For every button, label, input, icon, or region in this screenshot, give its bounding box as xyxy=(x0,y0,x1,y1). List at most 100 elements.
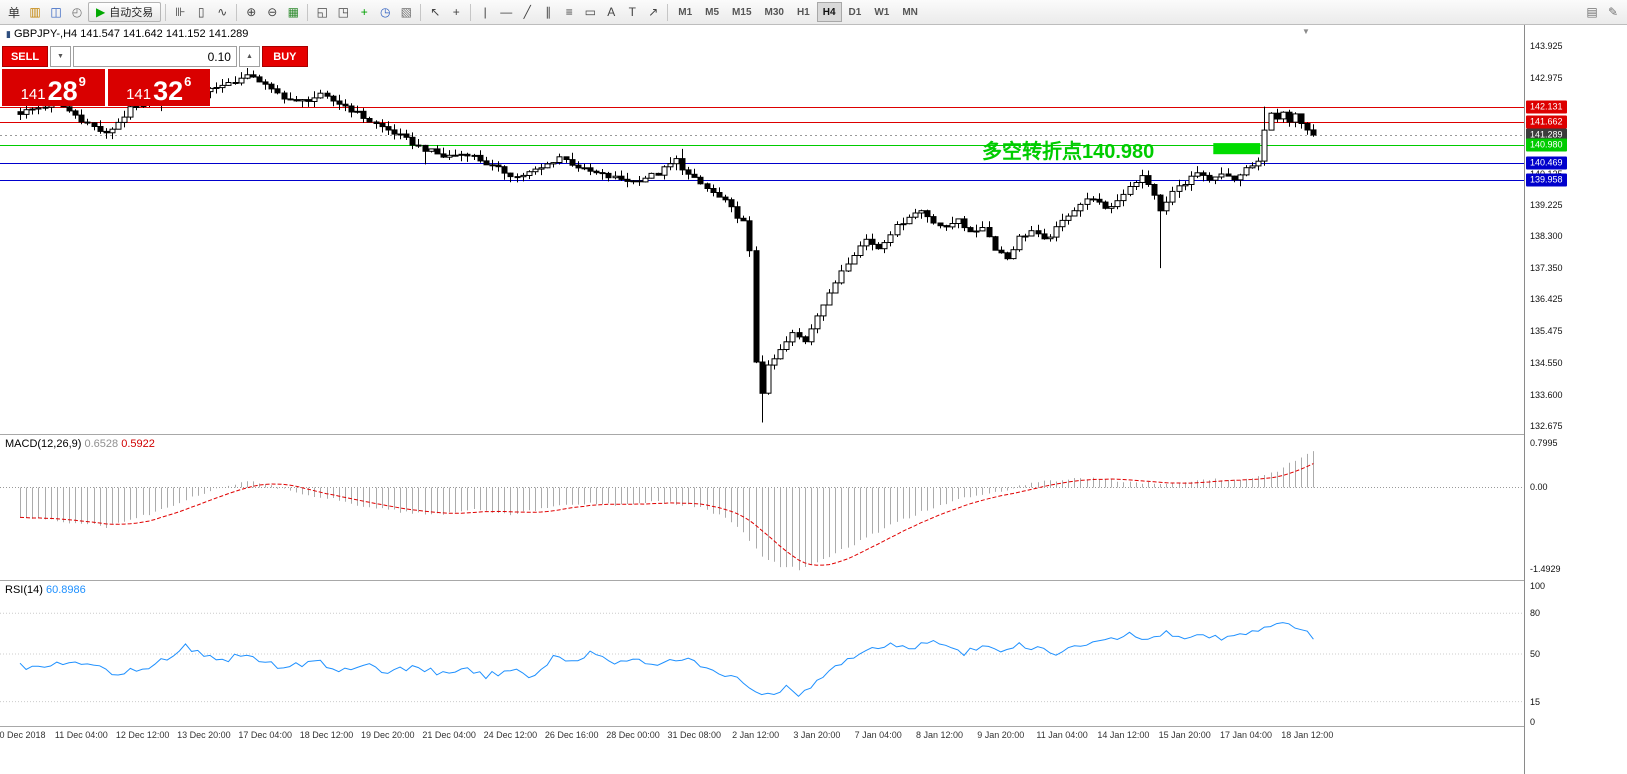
indicators-button[interactable]: + xyxy=(354,2,374,22)
price-chart[interactable] xyxy=(0,25,1524,434)
periods-button[interactable]: ◷ xyxy=(375,2,395,22)
bid-price-button[interactable]: 141 28 9 xyxy=(2,69,105,106)
timeframe-m15-button[interactable]: M15 xyxy=(726,2,757,22)
fibonacci-button[interactable]: ≡ xyxy=(559,2,579,22)
candle-body xyxy=(630,180,637,183)
candle-body xyxy=(1169,190,1176,203)
timeframe-h1-button[interactable]: H1 xyxy=(791,2,816,22)
candle-body xyxy=(820,304,827,317)
time-axis-label: 26 Dec 16:00 xyxy=(544,730,599,740)
candle-body xyxy=(446,154,453,158)
label-button[interactable]: T xyxy=(622,2,642,22)
candle-body xyxy=(354,110,361,113)
ask-price-button[interactable]: 141 32 6 xyxy=(107,69,210,106)
timeframe-h4-button[interactable]: H4 xyxy=(816,2,842,22)
trendline-button[interactable]: ╱ xyxy=(517,2,537,22)
toolbar-separator xyxy=(307,3,309,21)
macd-indicator-pane[interactable] xyxy=(0,435,1524,580)
grid-icon: ▦ xyxy=(287,5,299,19)
candle-body xyxy=(1096,198,1103,203)
toolbar-separator xyxy=(420,3,422,21)
refresh-button[interactable]: ◴ xyxy=(67,2,87,22)
candle-body xyxy=(679,158,686,171)
macd-main-value: 0.6528 xyxy=(84,438,119,450)
chart-text-annotation[interactable]: 多空转折点140.980 xyxy=(982,141,1155,163)
zoom-out-icon: ⊖ xyxy=(267,5,278,19)
crosshair-icon: + xyxy=(452,5,460,19)
highlight-zone[interactable] xyxy=(1213,143,1261,155)
chart-shift-marker-icon[interactable]: ▼ xyxy=(1302,27,1310,36)
sell-button[interactable]: SELL xyxy=(2,46,48,67)
candlestick-chart-icon: ▯ xyxy=(197,5,205,19)
candlestick-chart-button[interactable]: ▯ xyxy=(191,2,211,22)
candle-body xyxy=(912,212,919,218)
candle-body xyxy=(685,169,692,175)
lot-dropdown-button[interactable]: ▼ xyxy=(50,46,71,67)
timeframe-m5-button[interactable]: M5 xyxy=(699,2,725,22)
zoom-out-button[interactable]: ⊖ xyxy=(262,2,282,22)
candle-body xyxy=(1310,129,1317,136)
cascade-windows-button[interactable]: ◳ xyxy=(333,2,353,22)
toolbar-separator xyxy=(236,3,238,21)
candle-body xyxy=(863,238,870,247)
shapes-button[interactable]: ▭ xyxy=(580,2,600,22)
candle-body xyxy=(1286,111,1293,123)
candle-body xyxy=(1065,215,1072,221)
crosshair-button[interactable]: + xyxy=(446,2,466,22)
edit-button[interactable]: ✎ xyxy=(1603,2,1623,22)
docs-button[interactable]: ▤ xyxy=(1582,2,1602,22)
chevron-down-icon: ▼ xyxy=(57,53,64,60)
rsi-scale-label: 50 xyxy=(1530,649,1541,659)
candle-body xyxy=(1041,233,1048,240)
macd-scale-label: 0.00 xyxy=(1530,482,1548,492)
vertical-line-button[interactable]: | xyxy=(475,2,495,22)
candle-body xyxy=(624,178,631,182)
price-level-label: 141.289 xyxy=(1526,128,1567,142)
candle-body xyxy=(324,92,331,97)
auto-trading-button[interactable]: ▶ 自动交易 xyxy=(88,2,162,22)
candle-body xyxy=(526,171,533,176)
candle-body xyxy=(440,153,447,158)
horizontal-line-button[interactable]: — xyxy=(496,2,516,22)
candle-body xyxy=(937,222,944,227)
new-order-button[interactable]: 单 xyxy=(4,2,24,22)
chart-window-button[interactable]: ▥ xyxy=(25,2,45,22)
price-scale[interactable]: 143.925142.975140.125139.225138.300137.3… xyxy=(1524,25,1627,774)
arrow-tools-button[interactable]: ↗ xyxy=(643,2,663,22)
pane-divider[interactable] xyxy=(0,580,1627,581)
candle-body xyxy=(274,88,281,94)
time-axis-label: 9 Jan 20:00 xyxy=(977,730,1025,740)
auto-trading-icon: ▶ xyxy=(96,5,106,19)
templates-button[interactable]: ▧ xyxy=(396,2,416,22)
pane-divider[interactable] xyxy=(0,434,1627,435)
bar-chart-button[interactable]: ⊪ xyxy=(170,2,190,22)
cursor-button[interactable]: ↖ xyxy=(425,2,445,22)
profile-button[interactable]: ◫ xyxy=(46,2,66,22)
text-button[interactable]: A xyxy=(601,2,621,22)
rsi-scale-label: 15 xyxy=(1530,696,1541,707)
timeframe-m30-button[interactable]: M30 xyxy=(759,2,790,22)
lot-increase-button[interactable]: ▲ xyxy=(238,46,260,67)
candle-body xyxy=(42,106,49,109)
line-chart-button[interactable]: ∿ xyxy=(212,2,232,22)
rsi-indicator-pane[interactable] xyxy=(0,581,1524,726)
candle-body xyxy=(1139,175,1146,184)
tile-windows-button[interactable]: ◱ xyxy=(312,2,332,22)
grid-button[interactable]: ▦ xyxy=(283,2,303,22)
channel-button[interactable]: ∥ xyxy=(538,2,558,22)
time-axis-label: 2 Jan 12:00 xyxy=(732,730,780,740)
zoom-in-button[interactable]: ⊕ xyxy=(241,2,261,22)
candle-body xyxy=(881,242,888,250)
lot-size-input[interactable] xyxy=(72,46,237,67)
timeframe-d1-button[interactable]: D1 xyxy=(843,2,868,22)
candle-body xyxy=(1133,182,1140,187)
candle-body xyxy=(740,217,747,222)
timeframe-w1-button[interactable]: W1 xyxy=(868,2,895,22)
candle-body xyxy=(612,175,619,179)
candle-body xyxy=(930,216,937,224)
buy-button[interactable]: BUY xyxy=(261,46,308,67)
timeframe-mn-button[interactable]: MN xyxy=(896,2,924,22)
candle-body xyxy=(973,230,980,233)
timeframe-m1-button[interactable]: M1 xyxy=(672,2,698,22)
candle-body xyxy=(1261,129,1268,162)
